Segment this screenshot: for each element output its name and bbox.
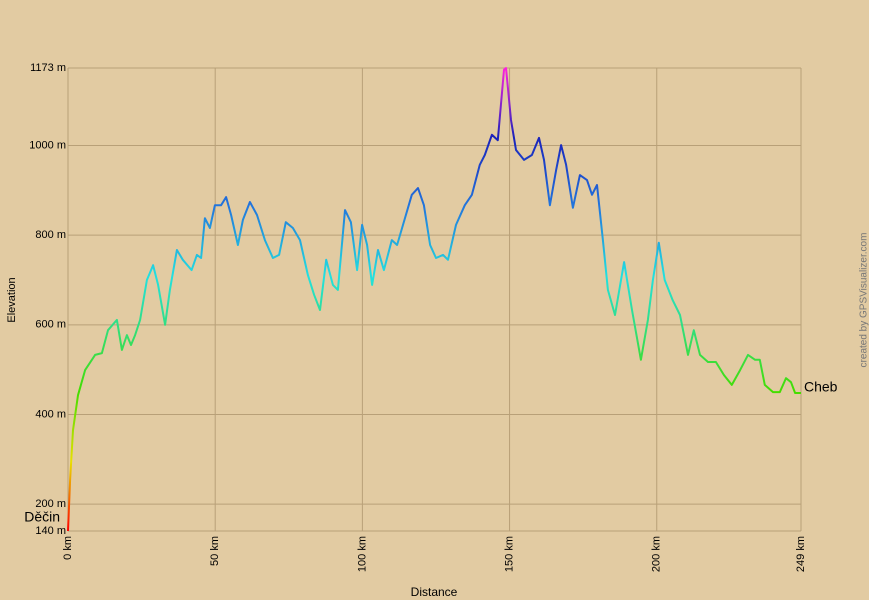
x-tick-label: 0 km bbox=[62, 536, 74, 560]
y-tick-label: 140 m bbox=[35, 525, 66, 537]
y-tick-label: 1000 m bbox=[29, 139, 66, 151]
x-tick-label: 249 km bbox=[795, 536, 807, 572]
y-tick-label: 800 m bbox=[35, 229, 66, 241]
x-axis-label: Distance bbox=[411, 585, 458, 599]
x-tick-label: 100 km bbox=[356, 536, 368, 572]
y-tick-label: 1173 m bbox=[30, 62, 66, 74]
y-tick-label: 600 m bbox=[35, 319, 66, 331]
credit: created by GPSVisualizer.com bbox=[859, 233, 869, 368]
x-tick-label: 150 km bbox=[503, 536, 515, 572]
elevation-line bbox=[67, 67, 801, 532]
end-label: Cheb bbox=[804, 379, 838, 395]
x-tick-label: 50 km bbox=[209, 536, 221, 566]
x-tick-label: 200 km bbox=[651, 536, 663, 572]
y-tick-label: 200 m bbox=[35, 498, 66, 510]
y-axis-label: Elevation bbox=[6, 277, 18, 322]
y-tick-label: 400 m bbox=[35, 408, 66, 420]
start-label: Děčin bbox=[24, 509, 60, 525]
